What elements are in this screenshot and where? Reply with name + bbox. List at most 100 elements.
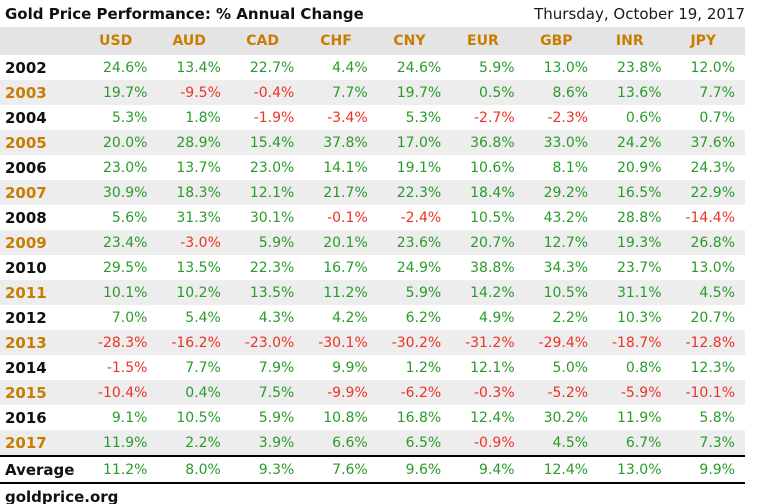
cell-chf: 37.8% — [323, 134, 368, 151]
cell-eur: 9.4% — [479, 461, 515, 478]
cell-eur: 38.8% — [470, 259, 515, 276]
cell-aud: 1.8% — [185, 109, 221, 126]
cell-chf: 21.7% — [323, 184, 368, 201]
row-label: 2003 — [5, 83, 47, 102]
page-title: Gold Price Performance: % Annual Change — [5, 4, 364, 23]
cell-cad: 23.0% — [249, 159, 295, 176]
cell-aud: 2.2% — [185, 434, 221, 451]
cell-usd: 23.4% — [102, 234, 148, 251]
cell-inr: 20.9% — [617, 159, 662, 176]
cell-chf: 20.1% — [323, 234, 368, 251]
cell-cad: -0.4% — [253, 84, 295, 101]
cell-inr: 23.8% — [617, 59, 662, 76]
cell-gbp: 4.5% — [552, 434, 589, 451]
cell-jpy: 5.8% — [699, 409, 735, 426]
table-row: 2005 20.0% 28.9% 15.4% 37.8% 17.0% 36.8% 33.0% 2… — [0, 130, 745, 155]
cell-usd: -28.3% — [97, 334, 148, 351]
cell-chf: -0.1% — [327, 209, 368, 226]
column-header-cad: CAD — [230, 27, 305, 55]
row-label: 2014 — [5, 358, 47, 377]
cell-cny: 6.2% — [405, 309, 442, 326]
source-label: goldprice.org — [5, 488, 119, 504]
cell-cny: -2.4% — [400, 209, 442, 226]
cell-cny: 6.5% — [405, 434, 442, 451]
cell-cad: 12.1% — [249, 184, 295, 201]
cell-cny: 16.8% — [396, 409, 442, 426]
cell-usd: 9.1% — [111, 409, 148, 426]
cell-cny: 19.1% — [396, 159, 442, 176]
cell-cny: 22.3% — [396, 184, 442, 201]
cell-cny: -6.2% — [400, 384, 442, 401]
cell-eur: -0.9% — [474, 434, 515, 451]
table-row: 2003 19.7% -9.5% -0.4% 7.7% 19.7% 0.5% 8.6% 13.6… — [0, 80, 745, 105]
cell-inr: 0.8% — [625, 359, 662, 376]
table-row: 2012 7.0% 5.4% 4.3% 4.2% 6.2% 4.9% 2.2% 10.3% 20.… — [0, 305, 745, 330]
cell-inr: 10.3% — [617, 309, 662, 326]
cell-chf: 4.4% — [332, 59, 368, 76]
cell-cny: 1.2% — [405, 359, 442, 376]
cell-inr: 23.7% — [617, 259, 662, 276]
column-header-chf: CHF — [304, 27, 378, 55]
cell-usd: 20.0% — [102, 134, 148, 151]
table-row: 2007 30.9% 18.3% 12.1% 21.7% 22.3% 18.4% 29.2% 1… — [0, 180, 745, 205]
cell-usd: -1.5% — [106, 359, 148, 376]
cell-gbp: 2.2% — [552, 309, 589, 326]
column-header-inr: INR — [598, 27, 672, 55]
annual-change-table: USD AUD CAD CHF CNY EUR GBP INR JPY 2002 24.6% 13.… — [0, 27, 745, 484]
cell-gbp: 12.4% — [543, 461, 589, 478]
date-label: Thursday, October 19, 2017 — [534, 4, 745, 23]
cell-eur: 5.9% — [479, 59, 515, 76]
row-label: 2016 — [5, 408, 47, 427]
row-label: Average — [5, 460, 75, 479]
cell-chf: -3.4% — [327, 109, 368, 126]
cell-jpy: -14.4% — [685, 209, 735, 226]
cell-chf: -9.9% — [327, 384, 368, 401]
cell-chf: 4.2% — [332, 309, 368, 326]
cell-cny: 23.6% — [396, 234, 442, 251]
cell-eur: 12.4% — [470, 409, 515, 426]
cell-usd: 11.2% — [102, 461, 148, 478]
cell-jpy: 9.9% — [699, 461, 735, 478]
cell-chf: 9.9% — [332, 359, 368, 376]
cell-jpy: 13.0% — [690, 259, 735, 276]
cell-jpy: 7.3% — [699, 434, 735, 451]
cell-inr: 19.3% — [617, 234, 662, 251]
column-header-jpy: JPY — [671, 27, 745, 55]
cell-gbp: 8.1% — [552, 159, 589, 176]
cell-cad: 30.1% — [249, 209, 295, 226]
cell-chf: 10.8% — [323, 409, 368, 426]
row-label: 2005 — [5, 133, 47, 152]
cell-gbp: -2.3% — [547, 109, 589, 126]
cell-chf: 7.7% — [332, 84, 368, 101]
cell-jpy: 7.7% — [699, 84, 735, 101]
cell-gbp: 8.6% — [552, 84, 589, 101]
table-row: 2017 11.9% 2.2% 3.9% 6.6% 6.5% -0.9% 4.5% 6.7% 7.… — [0, 430, 745, 456]
cell-eur: 14.2% — [470, 284, 515, 301]
cell-chf: 14.1% — [323, 159, 368, 176]
cell-gbp: 10.5% — [543, 284, 589, 301]
cell-eur: -31.2% — [465, 334, 515, 351]
cell-gbp: 30.2% — [543, 409, 589, 426]
cell-jpy: 37.6% — [690, 134, 735, 151]
cell-eur: 18.4% — [470, 184, 515, 201]
table-row: 2015 -10.4% 0.4% 7.5% -9.9% -6.2% -0.3% -5.2% -5… — [0, 380, 745, 405]
cell-jpy: 24.3% — [690, 159, 735, 176]
cell-usd: 19.7% — [102, 84, 148, 101]
cell-gbp: 13.0% — [543, 59, 589, 76]
cell-cad: 4.3% — [258, 309, 295, 326]
row-label: 2012 — [5, 308, 47, 327]
cell-inr: 28.8% — [617, 209, 662, 226]
table-row: 2006 23.0% 13.7% 23.0% 14.1% 19.1% 10.6% 8.1% 20… — [0, 155, 745, 180]
row-label: 2008 — [5, 208, 47, 227]
row-label: 2011 — [5, 283, 47, 302]
cell-eur: 10.6% — [470, 159, 515, 176]
cell-aud: 7.7% — [185, 359, 221, 376]
cell-gbp: 34.3% — [543, 259, 589, 276]
column-header-gbp: GBP — [524, 27, 599, 55]
cell-chf: 16.7% — [323, 259, 368, 276]
cell-aud: 28.9% — [176, 134, 221, 151]
cell-eur: 0.5% — [479, 84, 515, 101]
cell-gbp: 29.2% — [543, 184, 589, 201]
cell-cny: -30.2% — [391, 334, 442, 351]
